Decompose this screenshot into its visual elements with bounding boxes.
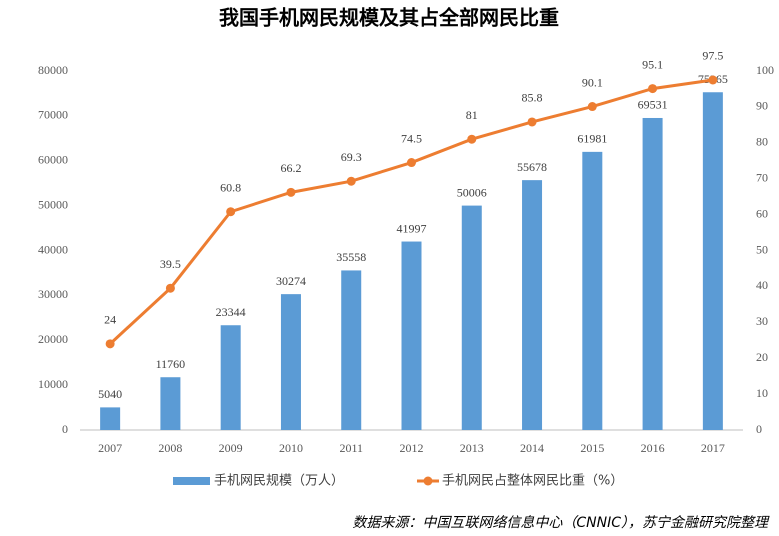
line-point: [105, 339, 115, 349]
bar-value-label: 41997: [397, 221, 427, 235]
y-tick-label: 20000: [38, 332, 68, 346]
x-tick-label: 2010: [279, 441, 303, 455]
x-tick-label: 2011: [339, 441, 363, 455]
y-tick-label: 30000: [38, 287, 68, 301]
y2-tick-label: 20: [756, 350, 768, 364]
y-tick-label: 0: [62, 422, 68, 436]
line-value-label: 81: [466, 108, 478, 122]
line-value-label: 24: [104, 313, 116, 327]
y-tick-label: 10000: [38, 377, 68, 391]
bar: [401, 241, 422, 430]
line-point: [407, 158, 416, 168]
line-point: [165, 283, 175, 293]
x-tick-label: 2009: [219, 441, 243, 455]
line-point: [708, 75, 718, 85]
y-tick-label: 60000: [38, 153, 68, 167]
legend-label: 手机网民占整体网民比重（%）: [442, 473, 623, 489]
y-tick-label: 40000: [38, 242, 68, 256]
bar: [702, 92, 723, 430]
bar: [220, 325, 241, 430]
bar: [522, 180, 543, 430]
bar-value-label: 35558: [336, 250, 366, 264]
bar: [160, 377, 181, 430]
y2-tick-label: 90: [756, 99, 768, 113]
y2-tick-label: 100: [756, 63, 774, 77]
y2-tick-label: 30: [756, 314, 768, 328]
bar-value-label: 61981: [577, 132, 607, 146]
bar: [461, 205, 482, 430]
line-point: [346, 176, 356, 186]
line-point: [226, 207, 236, 217]
bar-value-label: 23344: [216, 305, 246, 319]
line-value-label: 69.3: [341, 150, 362, 164]
bar-value-label: 30274: [276, 274, 306, 288]
line-value-label: 95.1: [642, 57, 663, 71]
line-value-label: 66.2: [280, 161, 301, 175]
y2-tick-label: 10: [756, 386, 768, 400]
x-tick-label: 2014: [520, 441, 544, 455]
y2-tick-label: 80: [756, 135, 768, 149]
y2-tick-label: 0: [756, 422, 762, 436]
y2-tick-label: 40: [756, 278, 768, 292]
line-point: [286, 187, 296, 197]
line-point: [527, 117, 537, 127]
bar-value-label: 69531: [638, 98, 668, 112]
bar-value-label: 11760: [156, 357, 186, 371]
bar-value-label: 55678: [517, 160, 547, 174]
line-point: [648, 84, 658, 94]
bar: [280, 294, 301, 430]
legend-label: 手机网民规模（万人）: [214, 474, 344, 489]
source-note: 数据来源：中国互联网络信息中心（CNNIC），苏宁金融研究院整理: [352, 515, 770, 531]
chart-title: 我国手机网民规模及其占全部网民比重: [219, 6, 559, 30]
bar: [582, 151, 603, 430]
legend-swatch: [423, 476, 433, 486]
line-value-label: 90.1: [582, 75, 603, 89]
bar: [642, 117, 663, 430]
line-point: [587, 102, 597, 112]
y-tick-label: 70000: [38, 108, 68, 122]
bar: [100, 407, 121, 430]
y2-tick-label: 70: [756, 170, 768, 184]
line-value-label: 74.5: [401, 131, 422, 145]
line-value-label: 97.5: [702, 49, 723, 63]
x-tick-label: 2017: [701, 441, 725, 455]
legend-swatch: [173, 477, 210, 485]
y-tick-label: 50000: [38, 197, 68, 211]
bar-value-label: 5040: [98, 387, 122, 401]
x-tick-label: 2008: [158, 441, 182, 455]
y-tick-label: 80000: [38, 63, 68, 77]
x-tick-label: 2012: [400, 441, 424, 455]
line-value-label: 85.8: [522, 91, 543, 105]
x-tick-label: 2013: [460, 441, 484, 455]
line-point: [467, 134, 477, 144]
y2-tick-label: 50: [756, 242, 768, 256]
bar-value-label: 50006: [457, 185, 487, 199]
y2-tick-label: 60: [756, 206, 768, 220]
line-value-label: 39.5: [160, 257, 181, 271]
line-value-label: 60.8: [220, 180, 241, 194]
x-tick-label: 2015: [580, 441, 604, 455]
x-tick-label: 2016: [641, 441, 665, 455]
bar: [341, 270, 362, 430]
x-tick-label: 2007: [98, 441, 122, 455]
